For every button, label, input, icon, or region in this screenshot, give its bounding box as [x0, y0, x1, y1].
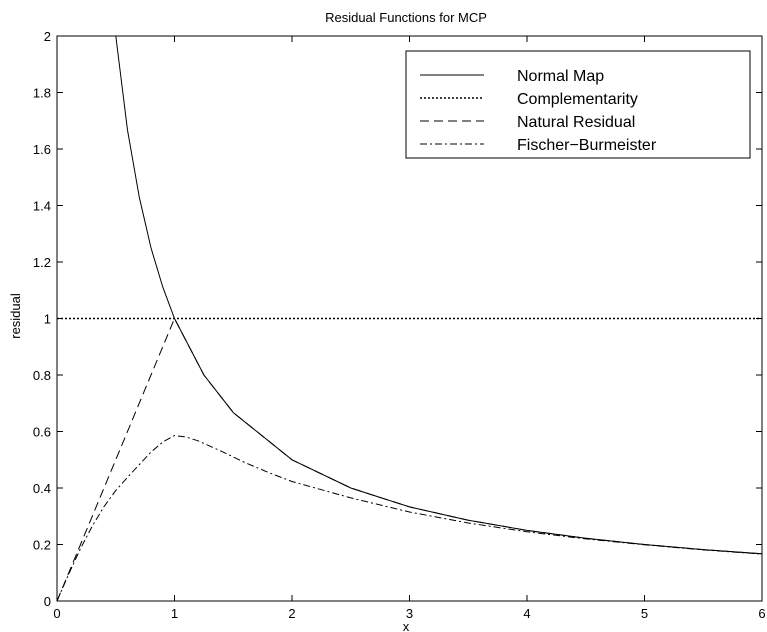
x-tick-label: 3	[406, 606, 413, 621]
x-axis-label: x	[403, 619, 410, 632]
series-layer	[56, 35, 763, 602]
legend-label: Fischer−Burmeister	[517, 137, 657, 154]
y-tick-label: 1.2	[33, 255, 51, 270]
y-tick-label: 2	[44, 29, 51, 44]
x-tick-label: 4	[523, 606, 530, 621]
x-tick-label: 1	[171, 606, 178, 621]
x-tick-label: 6	[758, 606, 765, 621]
y-tick-label: 1	[44, 312, 51, 327]
y-tick-label: 0.8	[33, 368, 51, 383]
x-tick-label: 2	[288, 606, 295, 621]
y-tick-label: 0.2	[33, 538, 51, 553]
x-axis-ticks: 0 1 2 3 4 5 6	[53, 36, 766, 621]
y-tick-label: 0.4	[33, 481, 51, 496]
y-tick-label: 1.6	[33, 142, 51, 157]
legend-label: Normal Map	[517, 68, 604, 85]
y-axis-ticks: 0 0.2 0.4 0.6 0.8 1 1.2 1.4 1.6 1.8 2	[33, 29, 762, 609]
y-axis-label: residual	[8, 293, 23, 339]
x-tick-label: 0	[53, 606, 60, 621]
legend-label: Natural Residual	[517, 114, 635, 131]
x-tick-label: 5	[641, 606, 648, 621]
series-line-4	[56, 434, 763, 602]
legend-label: Complementarity	[517, 91, 638, 108]
y-tick-label: 1.4	[33, 199, 51, 214]
legend: Normal Map Complementarity Natural Residua…	[405, 50, 751, 159]
y-tick-label: 0	[44, 594, 51, 609]
legend-box	[405, 50, 751, 159]
chart-title: Residual Functions for MCP	[325, 10, 487, 25]
y-tick-label: 0.6	[33, 425, 51, 440]
y-tick-label: 1.8	[33, 86, 51, 101]
